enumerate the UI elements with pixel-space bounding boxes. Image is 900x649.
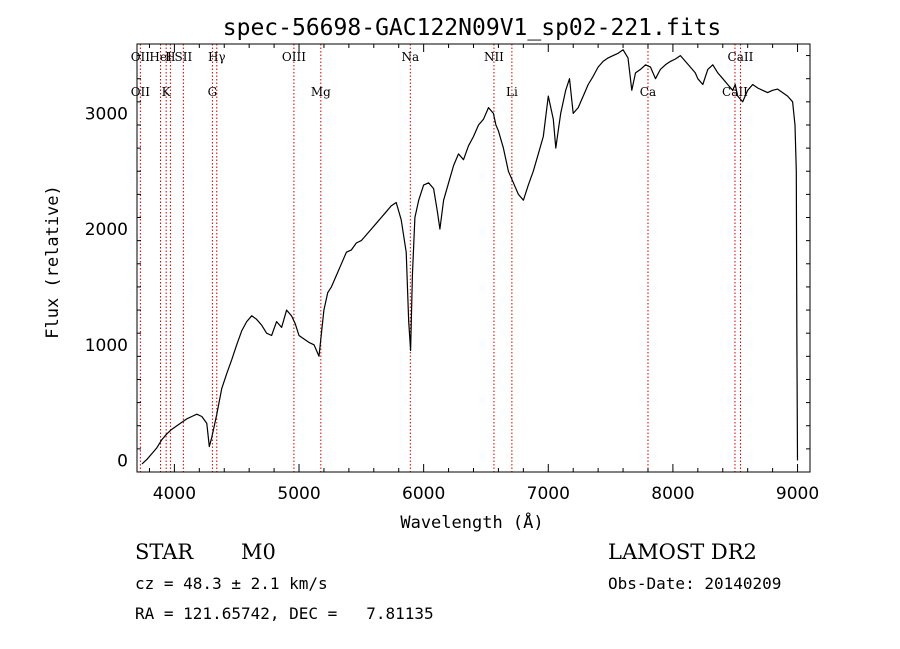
redshift-cz: cz = 48.3 ± 2.1 km/s: [135, 574, 328, 593]
y-tick-label: 0: [117, 451, 128, 471]
object-class: STAR: [135, 540, 194, 564]
line-label-top: HeI: [149, 50, 172, 64]
line-label-top: OIII: [282, 50, 306, 64]
line-label-bottom: Ca: [640, 85, 656, 99]
line-label-top: H: [165, 50, 175, 64]
object-subclass: M0: [241, 540, 276, 564]
x-tick-label: 7000: [527, 484, 570, 504]
line-label-top: CaII: [728, 50, 754, 64]
x-tick-label: 9000: [776, 484, 819, 504]
x-tick-label: 5000: [277, 484, 320, 504]
coordinates: RA = 121.65742, DEC = 7.81135: [135, 604, 434, 623]
line-label-bottom: OII: [131, 85, 151, 99]
y-tick-label: 1000: [85, 336, 128, 356]
x-tick-label: 6000: [402, 484, 445, 504]
y-axis-label: Flux (relative): [43, 185, 63, 339]
x-axis-label: Wavelength (Å): [400, 511, 543, 533]
spectrum-chart: spec-56698-GAC122N09V1_sp02-221.fits OII…: [43, 15, 819, 533]
line-label-top: NII: [484, 50, 504, 64]
line-label-bottom: Li: [506, 85, 518, 99]
x-tick-label: 4000: [153, 484, 196, 504]
line-label-top: OII: [131, 50, 151, 64]
line-label-top: SII: [175, 50, 193, 64]
line-label-bottom: K: [162, 85, 172, 99]
x-tick-label: 8000: [651, 484, 694, 504]
line-label-top: Na: [401, 50, 419, 64]
survey-name: LAMOST DR2: [608, 540, 757, 564]
y-tick-label: 2000: [85, 220, 128, 240]
observation-date: Obs-Date: 20140209: [608, 574, 782, 593]
plot-frame: [136, 43, 811, 473]
line-label-bottom: Mg: [311, 85, 331, 99]
line-label-bottom: CaII: [722, 85, 748, 99]
chart-title: spec-56698-GAC122N09V1_sp02-221.fits: [223, 15, 722, 41]
line-label-bottom: G: [208, 85, 218, 99]
spectrum-line: [141, 49, 799, 465]
y-tick-label: 3000: [85, 104, 128, 124]
line-label-top: Hγ: [208, 50, 226, 64]
